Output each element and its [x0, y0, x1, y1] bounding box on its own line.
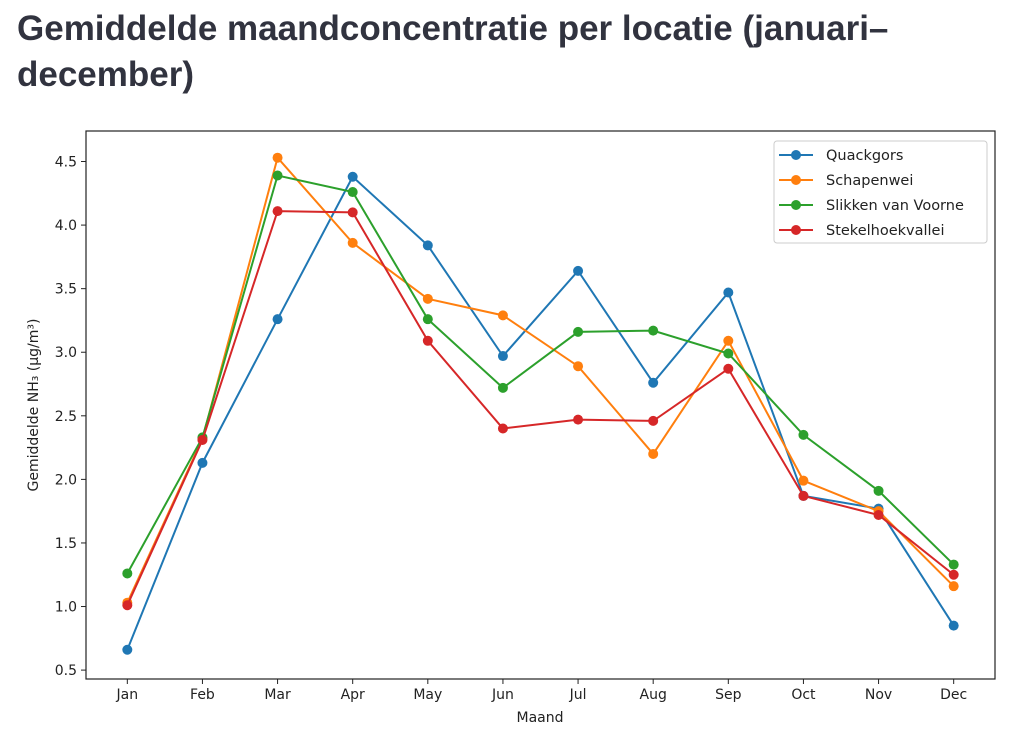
x-tick-label: Mar [264, 687, 291, 703]
y-tick-label: 4.5 [55, 155, 77, 171]
legend-label: Slikken van Voorne [826, 198, 964, 214]
data-point [122, 568, 133, 579]
legend-item: Quackgors [779, 148, 903, 164]
series-line [126, 175, 955, 651]
data-point [648, 325, 659, 336]
data-point [197, 457, 208, 468]
data-point [873, 485, 884, 496]
data-point [197, 434, 208, 445]
data-point [422, 293, 433, 304]
legend-label: Quackgors [826, 148, 903, 164]
data-point [723, 348, 734, 359]
data-point [948, 581, 959, 592]
legend-item: Slikken van Voorne [779, 198, 964, 214]
data-point [948, 569, 959, 580]
data-point [497, 382, 508, 393]
data-point [272, 152, 283, 163]
data-point [122, 644, 133, 655]
y-tick-label: 1.0 [55, 600, 77, 616]
legend-item: Stekelhoekvallei [779, 223, 945, 239]
data-point [422, 335, 433, 346]
legend-marker-icon [791, 150, 801, 160]
data-point [798, 475, 809, 486]
data-point [798, 429, 809, 440]
x-tick-label: Aug [640, 687, 667, 703]
x-tick-label: Feb [190, 687, 215, 703]
x-tick-label: Jan [116, 687, 139, 703]
x-tick-label: Apr [341, 687, 365, 703]
x-tick-label: Nov [865, 687, 892, 703]
series-quackgors [122, 171, 959, 655]
series-line [126, 155, 955, 604]
data-point [347, 171, 358, 182]
data-point [723, 287, 734, 298]
series-line [126, 210, 955, 606]
data-point [648, 377, 659, 388]
x-tick-label: Dec [940, 687, 967, 703]
series-slikken-van-voorne [122, 170, 959, 579]
data-point [798, 490, 809, 501]
data-point [122, 600, 133, 611]
x-tick-label: Jul [569, 687, 587, 703]
data-point [497, 310, 508, 321]
legend-marker-icon [791, 200, 801, 210]
data-point [422, 314, 433, 325]
x-axis-label: Maand [517, 710, 564, 726]
page-title: Gemiddelde maandconcentratie per locatie… [17, 9, 889, 94]
legend-item: Schapenwei [779, 173, 913, 189]
x-tick-label: May [413, 687, 442, 703]
series-stekelhoekvallei [122, 206, 959, 611]
data-point [723, 363, 734, 374]
series-schapenwei [122, 152, 959, 608]
data-point [948, 620, 959, 631]
data-point [648, 448, 659, 459]
y-tick-label: 2.5 [55, 409, 77, 425]
data-point [347, 187, 358, 198]
x-tick-label: Oct [791, 687, 816, 703]
data-point [948, 559, 959, 570]
data-point [573, 326, 584, 337]
data-point [347, 237, 358, 248]
y-axis-label: Gemiddelde NH₃ (µg/m³) [26, 319, 42, 492]
y-tick-label: 0.5 [55, 663, 77, 679]
data-point [497, 351, 508, 362]
y-tick-label: 4.0 [55, 218, 77, 234]
data-point [573, 361, 584, 372]
data-point [422, 240, 433, 251]
y-tick-label: 2.0 [55, 472, 77, 488]
x-tick-label: Sep [715, 687, 742, 703]
data-point [873, 509, 884, 520]
legend-marker-icon [791, 225, 801, 235]
series-line [126, 174, 955, 574]
legend-label: Schapenwei [826, 173, 913, 189]
data-point [723, 335, 734, 346]
data-point [573, 265, 584, 276]
plot-frame [85, 130, 996, 680]
data-point [272, 314, 283, 325]
legend-marker-icon [791, 175, 801, 185]
legend-box [773, 140, 988, 244]
data-point [347, 207, 358, 218]
data-point [272, 170, 283, 181]
y-tick-label: 3.0 [55, 345, 77, 361]
data-point [272, 206, 283, 217]
data-point [497, 423, 508, 434]
legend-label: Stekelhoekvallei [826, 223, 945, 239]
x-tick-label: Jun [491, 687, 514, 703]
y-tick-label: 3.5 [55, 282, 77, 298]
data-point [648, 415, 659, 426]
legend: Quackgors Schapenwei Slikken van Voorne Ste… [773, 140, 988, 244]
data-point [573, 414, 584, 425]
y-tick-label: 1.5 [55, 536, 77, 552]
